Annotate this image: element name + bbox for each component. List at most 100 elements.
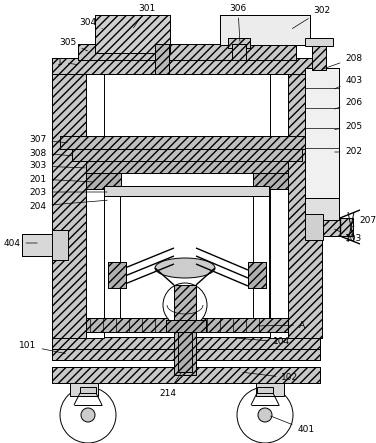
Bar <box>305 214 323 240</box>
Bar <box>80 387 96 393</box>
Bar <box>305 218 353 236</box>
Bar <box>248 262 266 288</box>
Bar <box>305 198 339 220</box>
Bar <box>52 58 320 74</box>
Bar <box>22 234 54 256</box>
Bar <box>312 44 326 70</box>
Bar <box>178 332 192 372</box>
Bar <box>86 161 288 173</box>
Text: 101: 101 <box>20 342 65 354</box>
Bar <box>22 234 54 256</box>
Circle shape <box>60 387 116 443</box>
Bar <box>104 196 120 326</box>
Bar <box>174 285 196 375</box>
Bar <box>52 58 320 74</box>
Bar <box>86 318 288 332</box>
Bar <box>52 348 320 360</box>
Text: 302: 302 <box>293 5 331 28</box>
Bar <box>256 383 284 396</box>
Bar <box>86 173 121 189</box>
Bar <box>270 68 288 338</box>
Bar <box>52 68 86 338</box>
Text: 203: 203 <box>29 187 107 197</box>
Bar <box>86 68 104 338</box>
Text: 1: 1 <box>57 58 77 66</box>
Bar <box>52 230 68 260</box>
Text: 208: 208 <box>323 54 362 69</box>
Circle shape <box>237 387 293 443</box>
Bar <box>312 44 326 70</box>
Bar <box>72 149 302 161</box>
Circle shape <box>81 408 95 422</box>
Text: 204: 204 <box>29 200 107 210</box>
Bar <box>52 337 320 349</box>
Bar <box>108 262 126 288</box>
Bar <box>305 68 339 198</box>
Bar <box>166 320 206 332</box>
Bar <box>104 186 269 196</box>
Text: A: A <box>258 320 305 330</box>
Bar <box>86 318 288 332</box>
Bar <box>253 173 288 189</box>
Text: 306: 306 <box>229 4 247 41</box>
Text: 304: 304 <box>79 18 103 29</box>
Ellipse shape <box>155 258 215 278</box>
Bar <box>220 15 310 45</box>
Text: 201: 201 <box>29 175 92 183</box>
Bar <box>305 38 333 46</box>
Circle shape <box>163 283 207 327</box>
Bar <box>78 44 296 60</box>
Bar <box>155 44 169 74</box>
Text: 404: 404 <box>3 238 37 248</box>
Bar <box>305 68 339 198</box>
Bar <box>52 348 320 360</box>
Bar <box>22 234 54 256</box>
Bar <box>166 320 206 332</box>
Bar <box>52 337 320 349</box>
Text: 102: 102 <box>243 372 299 382</box>
Text: 214: 214 <box>159 372 182 397</box>
Bar <box>95 15 170 53</box>
Bar <box>52 68 86 338</box>
Bar <box>308 71 336 195</box>
Bar <box>305 198 339 220</box>
Text: 207: 207 <box>352 215 376 227</box>
Bar <box>305 198 339 220</box>
Bar <box>288 68 322 338</box>
Bar <box>70 383 98 396</box>
Bar <box>78 44 296 60</box>
Bar <box>220 15 310 45</box>
Text: 202: 202 <box>335 148 362 156</box>
Bar <box>257 387 273 393</box>
Bar <box>222 17 308 43</box>
Bar <box>52 367 320 383</box>
Bar <box>108 262 126 288</box>
Bar <box>86 161 288 173</box>
Text: 401: 401 <box>271 416 315 435</box>
Bar <box>104 186 269 196</box>
Text: 104: 104 <box>238 338 291 346</box>
Bar <box>178 332 192 372</box>
Bar <box>288 68 322 338</box>
Bar <box>248 262 266 288</box>
Text: 305: 305 <box>59 38 88 51</box>
Bar <box>228 38 250 48</box>
Bar <box>95 15 170 53</box>
Bar <box>253 196 269 326</box>
Bar <box>305 218 353 236</box>
Bar <box>228 38 250 48</box>
Bar <box>52 367 320 383</box>
Bar <box>104 186 269 196</box>
Circle shape <box>258 408 272 422</box>
Text: 301: 301 <box>133 4 156 28</box>
Text: 307: 307 <box>29 136 67 144</box>
Bar <box>232 44 246 60</box>
Text: 308: 308 <box>29 148 72 158</box>
Bar <box>60 136 314 149</box>
Bar <box>155 44 169 74</box>
Bar <box>72 149 302 161</box>
Bar <box>253 173 288 189</box>
Text: 206: 206 <box>335 97 362 109</box>
Bar <box>174 285 196 375</box>
Text: 205: 205 <box>335 121 362 131</box>
